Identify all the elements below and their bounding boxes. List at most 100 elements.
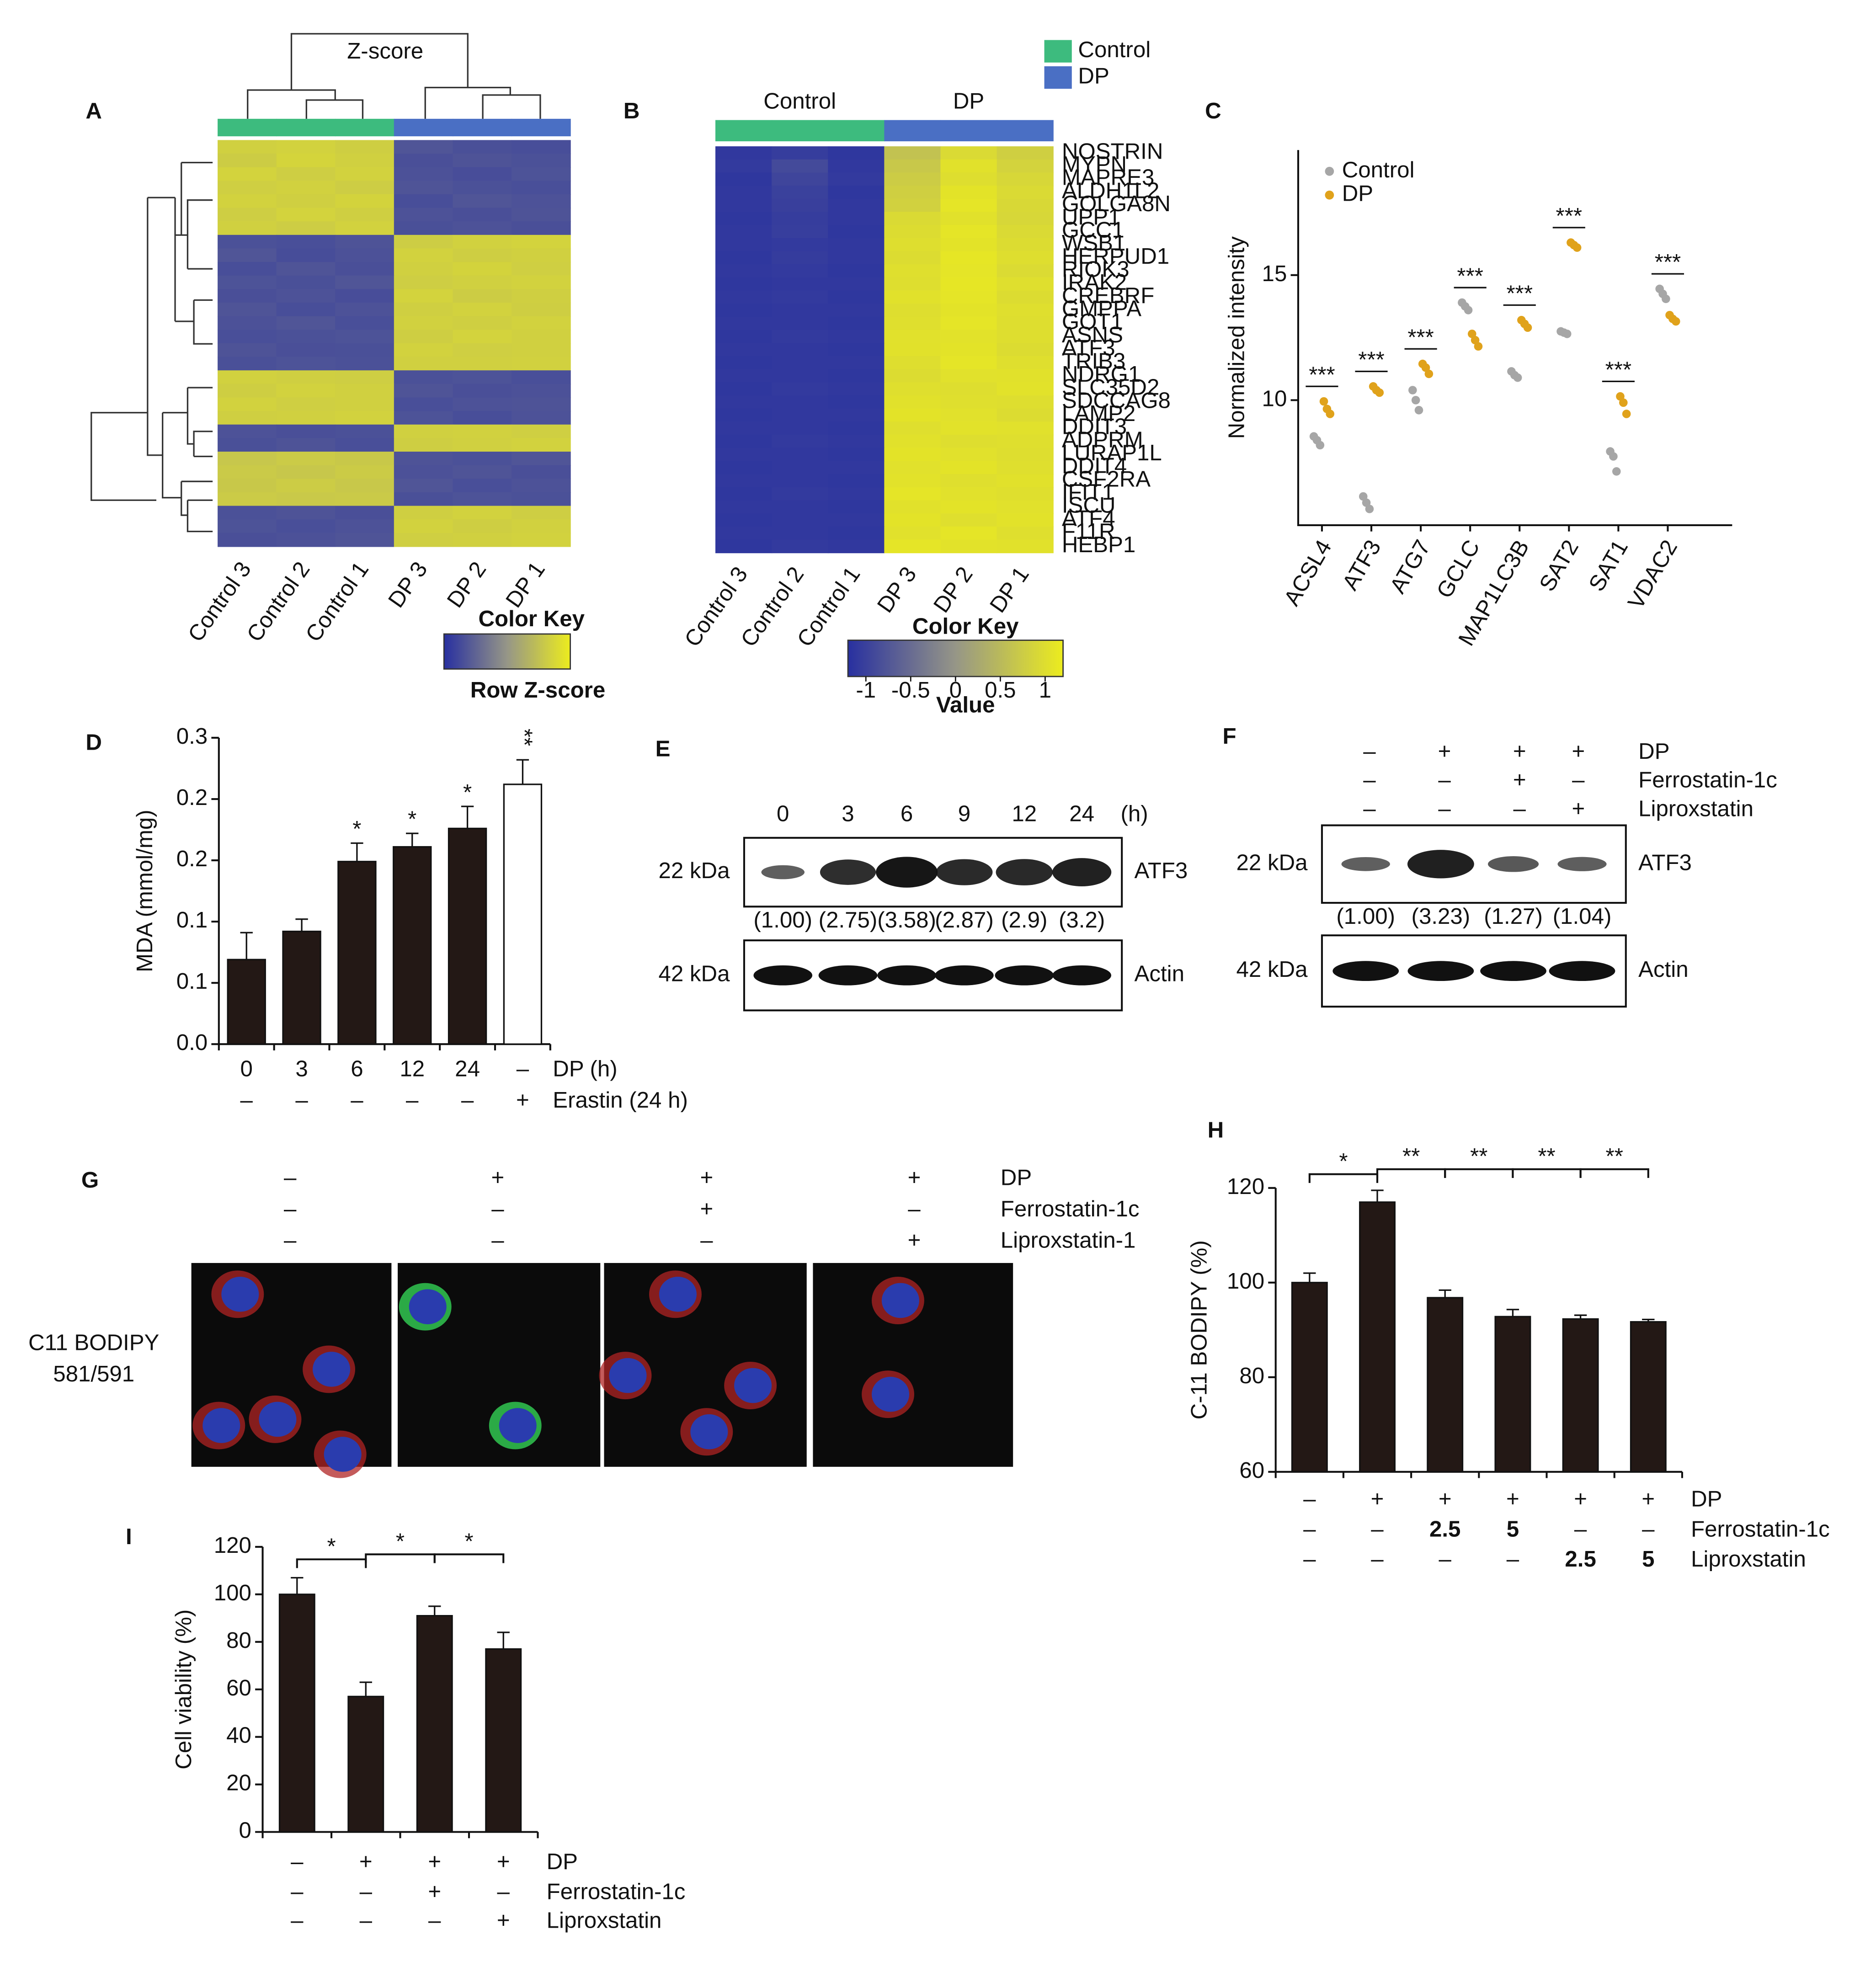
heatmap-cell — [997, 251, 1054, 265]
heatmap-cell — [335, 208, 394, 222]
heatmap-cell — [512, 492, 571, 506]
heatmap-cell — [940, 395, 997, 409]
heatmap-cell — [715, 238, 773, 252]
data-point — [1513, 373, 1522, 382]
heatmap-cell — [940, 369, 997, 383]
condition-value: – — [1574, 1516, 1587, 1541]
condition-value: + — [1438, 739, 1451, 764]
condition-value: – — [491, 1196, 504, 1221]
band-quantification: (1.27) — [1484, 904, 1543, 929]
group-bar — [512, 118, 571, 137]
heatmap-cell — [453, 533, 512, 547]
heatmap-cell — [997, 186, 1054, 199]
blot-band — [820, 859, 876, 885]
significance-label: * — [352, 816, 361, 842]
heatmap-cell — [335, 221, 394, 235]
heatmap-cell — [453, 262, 512, 276]
bar — [448, 827, 487, 1045]
legend-swatch — [1044, 40, 1072, 63]
heatmap-cell — [884, 212, 941, 226]
heatmap-cell — [997, 212, 1054, 226]
heatmap-cell — [453, 411, 512, 425]
heatmap-cell — [276, 479, 336, 493]
color-key — [443, 633, 571, 670]
heatmap-cell — [276, 235, 336, 249]
heatmap-cell — [394, 451, 453, 466]
heatmap-cell — [828, 356, 885, 370]
heatmap-cell — [715, 448, 773, 462]
condition-value: – — [295, 1087, 308, 1113]
data-point — [1612, 467, 1621, 476]
heatmap-title: Z-score — [347, 38, 423, 64]
heatmap-cell — [335, 384, 394, 398]
row-label: ALDH1L2 — [1062, 178, 1160, 203]
heatmap-cell — [828, 330, 885, 344]
legend-marker — [1325, 166, 1334, 176]
heatmap-cell — [218, 289, 277, 304]
heatmap-cell — [828, 448, 885, 462]
heatmap-cell — [218, 357, 277, 371]
heatmap-cell — [997, 369, 1054, 383]
condition-value: – — [1363, 796, 1376, 821]
row-label: GOLGA8N — [1062, 191, 1171, 216]
heatmap-cell — [772, 395, 829, 409]
band-quantification: (3.2) — [1059, 907, 1105, 933]
heatmap-cell — [394, 397, 453, 412]
heatmap-cell — [884, 513, 941, 527]
heatmap-cell — [453, 181, 512, 195]
blot-band — [875, 857, 938, 888]
heatmap-cell — [940, 421, 997, 436]
heatmap-cell — [884, 461, 941, 475]
panel-label: G — [81, 1167, 99, 1193]
condition-value: – — [1303, 1516, 1316, 1541]
heatmap-cell — [394, 370, 453, 384]
condition-value: – — [491, 1227, 504, 1252]
data-point — [1474, 342, 1483, 351]
heatmap-cell — [218, 424, 277, 439]
heatmap-cell — [453, 316, 512, 330]
heatmap-cell — [453, 289, 512, 304]
row-label: ISCU — [1062, 493, 1116, 518]
heatmap-cell — [884, 330, 941, 344]
heatmap-cell — [715, 369, 773, 383]
heatmap-cell — [715, 513, 773, 527]
heatmap-cell — [335, 262, 394, 276]
heatmap-cell — [884, 304, 941, 317]
heatmap-cell — [394, 492, 453, 506]
heatmap-cell — [884, 264, 941, 278]
bar — [278, 1594, 315, 1833]
heatmap-cell — [218, 303, 277, 317]
heatmap-cell — [997, 277, 1054, 291]
heatmap-cell — [453, 194, 512, 208]
heatmap-cell — [940, 435, 997, 448]
heatmap-cell — [884, 408, 941, 422]
blot-band — [1341, 857, 1390, 871]
heatmap-cell — [828, 513, 885, 527]
blot-band — [996, 859, 1053, 885]
heatmap-cell — [997, 290, 1054, 304]
heatmap-cell — [453, 424, 512, 439]
heatmap-cell — [276, 330, 336, 344]
group-bar — [453, 118, 512, 137]
heatmap-cell — [940, 526, 997, 540]
row-label: CREBRF — [1062, 283, 1154, 308]
heatmap-cell — [276, 424, 336, 439]
heatmap-cell — [335, 411, 394, 425]
heatmap-cell — [218, 343, 277, 357]
heatmap-cell — [276, 465, 336, 480]
condition-value: + — [1513, 767, 1526, 793]
heatmap-cell — [453, 221, 512, 235]
y-axis-label: C-11 BODIPY (%) — [1187, 1240, 1212, 1419]
heatmap-cell — [394, 289, 453, 304]
row-label: CSF2RA — [1062, 466, 1151, 491]
heatmap-cell — [997, 513, 1054, 527]
cell-nucleus — [734, 1368, 772, 1403]
heatmap-cell — [828, 487, 885, 501]
heatmap-cell — [335, 424, 394, 439]
heatmap-cell — [218, 465, 277, 480]
band-quantification: (2.87) — [935, 907, 994, 933]
blot-band — [1052, 858, 1112, 887]
condition-value: – — [497, 1879, 510, 1904]
panel-label: I — [126, 1524, 132, 1549]
blot-band — [877, 965, 936, 986]
